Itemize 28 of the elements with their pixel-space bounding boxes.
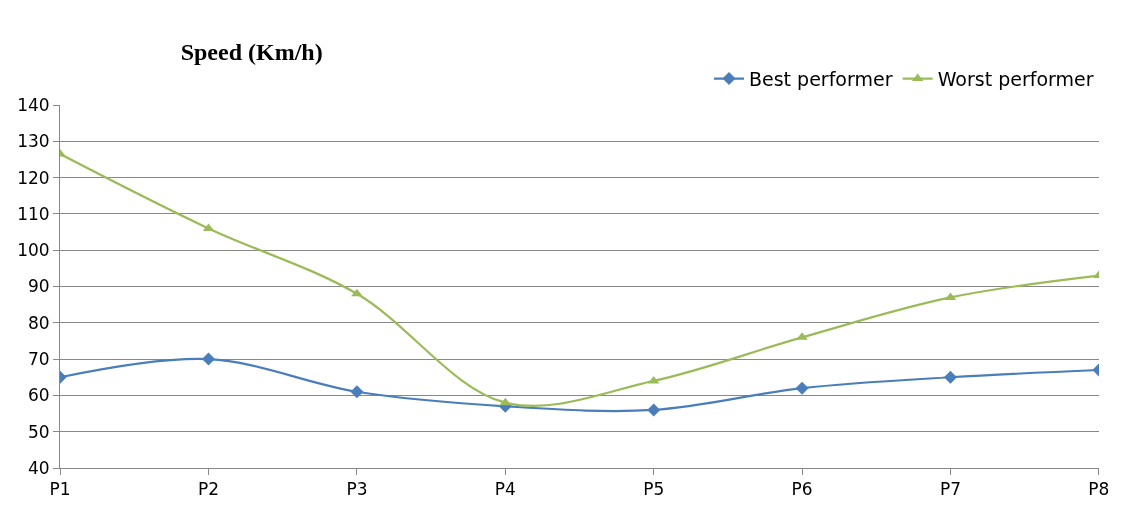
point [647, 403, 661, 417]
x-tick-label: P3 [346, 479, 368, 500]
x-tick-label: P7 [939, 479, 962, 500]
x-tick-label: P2 [197, 479, 220, 500]
y-tick-label: 90 [27, 276, 50, 297]
point [795, 381, 809, 395]
x-tick-label: P6 [791, 479, 813, 500]
x-tick-label: P4 [494, 479, 516, 500]
point [943, 370, 957, 384]
legend-label: Best performer [749, 68, 893, 90]
chart-title: Speed (Km/h) [180, 38, 323, 65]
y-tick-label: 120 [17, 167, 50, 188]
x-tick-label: P1 [49, 479, 71, 500]
y-tick-label: 40 [27, 457, 50, 478]
y-tick-label: 130 [17, 131, 50, 152]
y-tick-label: 80 [27, 312, 50, 333]
y-tick-label: 70 [27, 349, 50, 370]
legend-label: Worst performer [937, 68, 1094, 90]
point [202, 352, 216, 366]
y-tick-label: 110 [17, 203, 50, 224]
y-tick-label: 60 [27, 385, 50, 406]
y-tick-label: 140 [17, 94, 50, 115]
x-tick-label: P5 [643, 479, 665, 500]
point [350, 385, 364, 399]
point [351, 288, 363, 297]
x-tick-label: P8 [1088, 479, 1110, 500]
y-tick-label: 50 [27, 421, 50, 442]
y-tick-label: 100 [17, 240, 50, 261]
